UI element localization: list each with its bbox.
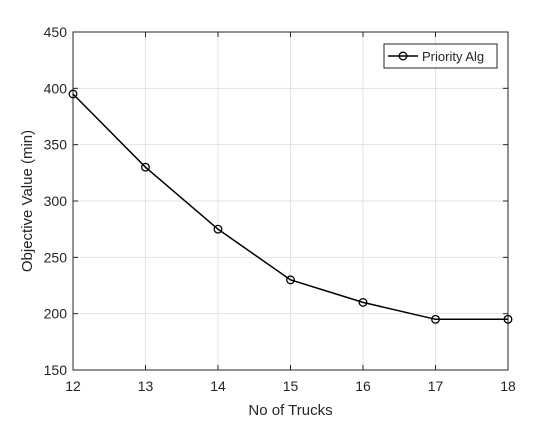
x-axis-title: No of Trucks <box>248 402 332 419</box>
y-tick-label: 250 <box>44 249 68 265</box>
series-layer <box>68 89 513 324</box>
series-line <box>72 93 508 321</box>
y-tick-label: 300 <box>44 193 68 209</box>
data-point <box>141 162 150 172</box>
data-point <box>286 275 295 285</box>
y-tick-label: 350 <box>44 137 68 153</box>
x-tick-label: 16 <box>355 378 371 394</box>
x-tick-label: 15 <box>283 378 299 394</box>
data-point <box>503 314 513 324</box>
y-tick-label: 150 <box>44 362 68 378</box>
legend-label: Priority Alg <box>422 49 484 64</box>
data-point <box>213 224 223 234</box>
ticks-layer: 12 13 14 15 16 17 18 150 200 250 300 350 400 450 <box>44 24 516 394</box>
legend: Priority Alg <box>383 43 498 69</box>
x-tick-label: 18 <box>500 378 516 394</box>
y-axis-title: Objective Value (min) <box>19 130 36 272</box>
x-tick-label: 12 <box>65 378 81 394</box>
x-tick-label: 17 <box>428 378 444 394</box>
y-tick-label: 200 <box>44 306 68 322</box>
x-tick-label: 13 <box>138 378 154 394</box>
data-point <box>358 297 368 307</box>
data-point <box>431 314 440 324</box>
y-tick-label: 400 <box>44 80 68 96</box>
x-tick-label: 14 <box>210 378 226 394</box>
data-point <box>68 89 78 99</box>
y-tick-label: 450 <box>44 24 68 40</box>
legend-marker-circle <box>398 51 408 61</box>
